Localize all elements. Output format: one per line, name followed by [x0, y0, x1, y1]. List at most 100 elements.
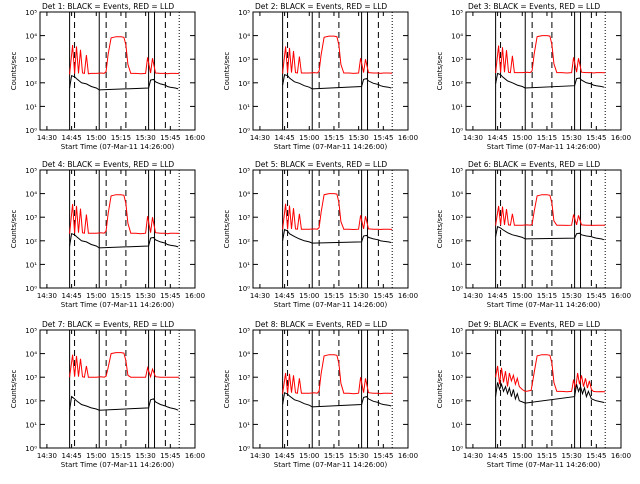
x-tick-label: 15:45	[373, 452, 393, 460]
plot-frame	[252, 329, 409, 449]
panel-3: 14:30 14:45 15:00 15:15 15:30 15:45 16:00 10⁰ 10…	[436, 2, 631, 151]
x-tick-label: 14:45	[487, 134, 507, 142]
y-tick-label: 10³	[238, 56, 250, 64]
panel-1: 14:30 14:45 15:00 15:15 15:30 15:45 16:00 10⁰ 10…	[10, 2, 205, 151]
y-tick-label: 10⁵	[238, 167, 250, 175]
y-tick-label: 10³	[238, 214, 250, 222]
y-tick-label: 10²	[451, 398, 463, 406]
x-tick-label: 14:45	[274, 134, 294, 142]
y-axis-title: Counts/sec	[436, 52, 444, 91]
y-tick-label: 10²	[25, 80, 37, 88]
y-tick-label: 10⁵	[451, 327, 463, 335]
panel-title: Det 8: BLACK = Events, RED = LLD	[255, 320, 387, 329]
y-tick-label: 10¹	[25, 103, 37, 111]
x-tick-label: 15:15	[324, 134, 344, 142]
y-tick-label: 10³	[238, 374, 250, 382]
y-tick-label: 10⁰	[25, 127, 37, 135]
x-tick-label: 16:00	[611, 134, 631, 142]
x-tick-label: 14:30	[37, 134, 57, 142]
panel-9: 14:30 14:45 15:00 15:15 15:30 15:45 16:00 10⁰ 10…	[436, 320, 631, 469]
lld-series-line	[282, 193, 393, 231]
lld-series-line	[69, 352, 180, 379]
x-tick-label: 14:45	[61, 292, 81, 300]
y-axis-title: Counts/sec	[10, 370, 18, 409]
events-series-line	[495, 225, 605, 241]
x-tick-label: 16:00	[611, 452, 631, 460]
y-tick-label: 10³	[451, 214, 463, 222]
x-tick-label: 15:30	[349, 292, 369, 300]
x-tick-label: 15:45	[160, 452, 180, 460]
x-axis-title: Start Time (07-Mar-11 14:26:00)	[487, 143, 601, 151]
y-tick-label: 10¹	[238, 261, 250, 269]
y-tick-label: 10³	[25, 374, 37, 382]
x-axis-title: Start Time (07-Mar-11 14:26:00)	[61, 143, 175, 151]
x-tick-label: 15:15	[537, 134, 557, 142]
y-tick-label: 10⁴	[25, 33, 37, 41]
y-tick-label: 10⁴	[451, 33, 463, 41]
y-tick-label: 10⁴	[238, 351, 250, 359]
lld-series-line	[495, 194, 606, 226]
panel-title: Det 7: BLACK = Events, RED = LLD	[42, 320, 174, 329]
x-tick-label: 15:15	[111, 452, 131, 460]
y-tick-label: 10⁰	[238, 127, 250, 135]
y-tick-label: 10³	[25, 56, 37, 64]
x-tick-label: 15:45	[160, 292, 180, 300]
x-tick-label: 16:00	[185, 134, 205, 142]
x-tick-label: 15:30	[349, 134, 369, 142]
x-tick-label: 14:45	[274, 452, 294, 460]
x-tick-label: 15:00	[86, 452, 106, 460]
x-tick-label: 15:00	[299, 134, 319, 142]
panel-6: 14:30 14:45 15:00 15:15 15:30 15:45 16:00 10⁰ 10…	[436, 160, 631, 309]
y-tick-label: 10³	[451, 56, 463, 64]
x-tick-label: 15:15	[324, 452, 344, 460]
x-tick-label: 16:00	[398, 292, 418, 300]
lld-series-line	[69, 36, 180, 75]
x-tick-label: 15:30	[136, 292, 156, 300]
plot-frame	[465, 11, 622, 131]
x-tick-label: 14:45	[487, 452, 507, 460]
x-tick-label: 15:45	[586, 452, 606, 460]
x-tick-label: 14:30	[37, 292, 57, 300]
y-axis-title: Counts/sec	[10, 210, 18, 249]
x-axis-title: Start Time (07-Mar-11 14:26:00)	[61, 301, 175, 309]
panel-title: Det 4: BLACK = Events, RED = LLD	[42, 160, 174, 169]
x-tick-label: 14:45	[61, 134, 81, 142]
x-tick-label: 16:00	[398, 134, 418, 142]
x-axis-title: Start Time (07-Mar-11 14:26:00)	[274, 461, 388, 469]
x-tick-label: 15:15	[111, 134, 131, 142]
lld-series-line	[282, 35, 393, 74]
x-tick-label: 15:45	[160, 134, 180, 142]
y-tick-label: 10⁵	[25, 167, 37, 175]
x-tick-label: 15:30	[136, 452, 156, 460]
x-tick-label: 14:30	[250, 452, 270, 460]
y-tick-label: 10¹	[25, 421, 37, 429]
y-tick-label: 10³	[25, 214, 37, 222]
x-tick-label: 15:00	[512, 292, 532, 300]
panel-title: Det 9: BLACK = Events, RED = LLD	[468, 320, 600, 329]
x-tick-label: 14:45	[487, 292, 507, 300]
y-tick-label: 10⁰	[238, 445, 250, 453]
panel-4: 14:30 14:45 15:00 15:15 15:30 15:45 16:00 10⁰ 10…	[10, 160, 205, 309]
events-series-line	[282, 74, 392, 90]
plot-frame	[39, 11, 196, 131]
x-tick-label: 15:30	[562, 292, 582, 300]
y-tick-label: 10³	[451, 374, 463, 382]
x-tick-label: 15:30	[349, 452, 369, 460]
y-axis-title: Counts/sec	[223, 52, 231, 91]
x-tick-label: 15:00	[299, 452, 319, 460]
x-tick-label: 15:30	[136, 134, 156, 142]
y-tick-label: 10⁰	[238, 285, 250, 293]
y-tick-label: 10⁵	[25, 327, 37, 335]
events-series-line	[69, 395, 179, 411]
plot-frame	[39, 169, 196, 289]
y-tick-label: 10⁴	[25, 351, 37, 359]
plot-frame	[465, 169, 622, 289]
plot-frame	[252, 169, 409, 289]
y-tick-label: 10⁴	[238, 191, 250, 199]
y-tick-label: 10⁰	[451, 285, 463, 293]
lld-series-line	[495, 354, 606, 393]
y-tick-label: 10¹	[451, 261, 463, 269]
x-tick-label: 15:45	[586, 292, 606, 300]
y-tick-label: 10⁰	[451, 127, 463, 135]
